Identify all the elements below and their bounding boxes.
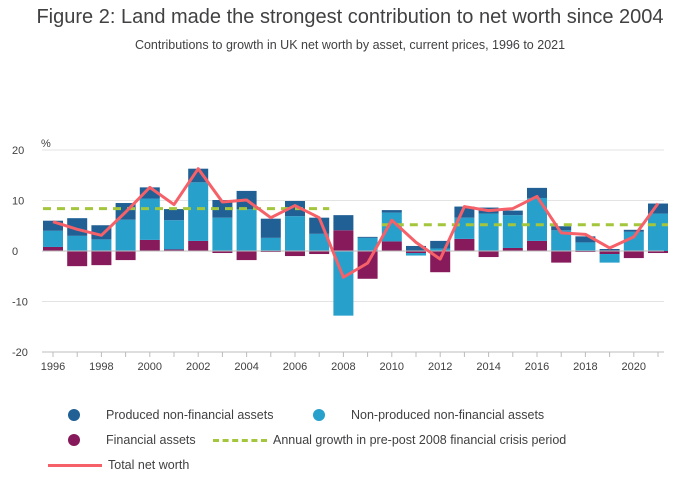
- bar-non-produced-non-financial-assets-2003: [212, 217, 233, 251]
- bar-non-produced-non-financial-assets-2010: [381, 212, 402, 242]
- chart-title: Figure 2: Land made the strongest contri…: [36, 6, 664, 28]
- bar-financial-assets-2021: [648, 251, 668, 254]
- bar-produced-non-financial-assets-2015: [502, 210, 523, 216]
- bar-non-produced-non-financial-assets-2012: [430, 248, 451, 251]
- bar-financial-assets-2004: [236, 251, 257, 261]
- x-tick-label: 2010: [380, 361, 404, 373]
- bar-financial-assets-2019: [599, 251, 620, 255]
- chart-subtitle: Contributions to growth in UK net worth …: [134, 38, 566, 52]
- bar-produced-non-financial-assets-2003: [212, 199, 233, 218]
- x-tick-label: 2012: [428, 361, 452, 373]
- bar-non-produced-non-financial-assets-2019: [599, 254, 620, 263]
- bar-produced-non-financial-assets-2021: [648, 203, 668, 214]
- bar-financial-assets-2008: [333, 230, 354, 251]
- total-net-worth-line: [52, 167, 660, 279]
- bar-produced-non-financial-assets-2000: [139, 187, 160, 199]
- x-tick-label: 2016: [525, 361, 549, 373]
- bar-produced-non-financial-assets-2012: [430, 240, 451, 249]
- bar-produced-non-financial-assets-2009: [357, 236, 378, 238]
- bar-produced-non-financial-assets-2011: [406, 245, 426, 251]
- x-tick-label: 2004: [234, 361, 258, 373]
- bar-financial-assets-2006: [285, 251, 305, 257]
- bar-financial-assets-2005: [260, 251, 281, 253]
- bar-non-produced-non-financial-assets-2006: [285, 216, 305, 251]
- bar-non-produced-non-financial-assets-1996: [43, 230, 63, 247]
- bar-financial-assets-2017: [551, 251, 572, 263]
- bar-non-produced-non-financial-assets-2015: [502, 215, 523, 248]
- y-tick-label: 10: [12, 196, 24, 208]
- y-tick-label: 20: [12, 145, 24, 157]
- bar-non-produced-non-financial-assets-2001: [164, 220, 184, 250]
- bar-financial-assets-1999: [115, 251, 136, 261]
- bar-financial-assets-1997: [67, 251, 88, 267]
- x-tick-label: 2008: [331, 361, 355, 373]
- x-tick-label: 2014: [476, 361, 500, 373]
- bar-produced-non-financial-assets-2002: [188, 168, 209, 183]
- bar-non-produced-non-financial-assets-2021: [648, 213, 668, 251]
- bar-financial-assets-2011: [406, 251, 426, 254]
- bar-produced-non-financial-assets-2016: [527, 187, 547, 198]
- bar-non-produced-non-financial-assets-2005: [260, 237, 281, 251]
- bar-produced-non-financial-assets-2013: [454, 206, 475, 218]
- bar-non-produced-non-financial-assets-2016: [527, 197, 547, 241]
- bar-non-produced-non-financial-assets-2000: [139, 198, 160, 240]
- bar-financial-assets-2014: [478, 251, 499, 258]
- x-tick-label: 1996: [41, 361, 65, 373]
- bar-non-produced-non-financial-assets-1999: [115, 219, 136, 251]
- x-tick-label: 2018: [573, 361, 597, 373]
- bar-financial-assets-2018: [575, 251, 596, 253]
- bar-financial-assets-2016: [527, 240, 547, 251]
- bar-financial-assets-2001: [164, 249, 184, 251]
- x-tick-label: 2002: [186, 361, 210, 373]
- bar-financial-assets-2003: [212, 251, 233, 254]
- bar-non-produced-non-financial-assets-2007: [309, 233, 330, 251]
- bar-non-produced-non-financial-assets-2013: [454, 217, 475, 239]
- bar-financial-assets-2009: [357, 251, 378, 279]
- bar-produced-non-financial-assets-1996: [43, 220, 63, 231]
- bar-non-produced-non-financial-assets-2011: [406, 253, 426, 256]
- bar-produced-non-financial-assets-2018: [575, 236, 596, 243]
- bar-non-produced-non-financial-assets-2004: [236, 209, 257, 251]
- bar-produced-non-financial-assets-2017: [551, 226, 572, 231]
- bar-financial-assets-1998: [91, 251, 112, 266]
- x-tick-label: 2000: [138, 361, 162, 373]
- bar-non-produced-non-financial-assets-2014: [478, 213, 499, 251]
- bar-non-produced-non-financial-assets-2009: [357, 237, 378, 251]
- bar-produced-non-financial-assets-2005: [260, 218, 281, 238]
- bar-non-produced-non-financial-assets-2002: [188, 182, 209, 241]
- bar-non-produced-non-financial-assets-2018: [575, 242, 596, 251]
- y-axis-unit: %: [41, 138, 51, 150]
- bar-financial-assets-2010: [381, 241, 402, 251]
- bar-financial-assets-2015: [502, 247, 523, 251]
- bar-non-produced-non-financial-assets-2020: [623, 231, 644, 251]
- bar-non-produced-non-financial-assets-1997: [67, 235, 88, 251]
- y-tick-label: 0: [12, 246, 18, 258]
- bar-financial-assets-1996: [43, 246, 63, 251]
- bar-produced-non-financial-assets-2019: [599, 248, 620, 251]
- bar-non-produced-non-financial-assets-2017: [551, 230, 572, 251]
- bar-financial-assets-2007: [309, 251, 330, 255]
- bar-financial-assets-2000: [139, 239, 160, 251]
- x-tick-label: 2006: [283, 361, 307, 373]
- bar-produced-non-financial-assets-2008: [333, 215, 354, 231]
- y-tick-label: -20: [12, 347, 28, 359]
- bar-produced-non-financial-assets-2001: [164, 209, 184, 221]
- bar-financial-assets-2020: [623, 251, 644, 259]
- bar-non-produced-non-financial-assets-1998: [91, 239, 112, 251]
- bar-produced-non-financial-assets-2010: [381, 210, 402, 213]
- x-tick-label: 1998: [89, 361, 113, 373]
- bar-financial-assets-2002: [188, 240, 209, 251]
- bar-financial-assets-2013: [454, 238, 475, 251]
- x-tick-label: 2020: [622, 361, 646, 373]
- y-tick-label: -10: [12, 297, 28, 309]
- bar-produced-non-financial-assets-2020: [623, 229, 644, 232]
